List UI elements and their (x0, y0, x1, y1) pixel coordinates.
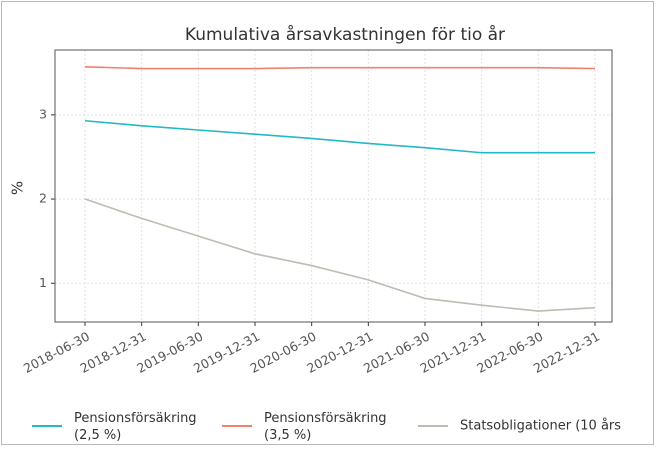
legend-label: Pensionsförsäkring (3,5 %) (264, 411, 387, 443)
y-axis-label: % (9, 181, 27, 195)
chart-title: Kumulativa årsavkastningen för tio år (185, 24, 505, 45)
series-line (84, 119, 595, 154)
legend-label: Pensionsförsäkring (2,5 %) (74, 411, 197, 443)
legend-label: Statsobligationer (10 års (460, 419, 621, 434)
plot-border (54, 49, 613, 323)
y-tick-label: 3 (39, 106, 47, 121)
y-tick-label: 2 (39, 191, 47, 206)
y-tick-label: 1 (39, 275, 47, 290)
series-line (84, 198, 596, 312)
series-line (84, 66, 596, 70)
